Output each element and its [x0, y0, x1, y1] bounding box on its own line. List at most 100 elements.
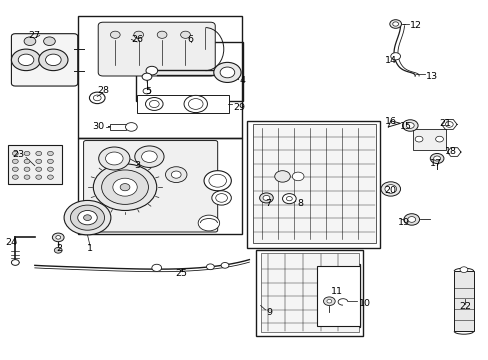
Text: 5: 5	[144, 86, 151, 95]
Text: 6: 6	[187, 35, 193, 44]
Text: 9: 9	[266, 308, 272, 317]
Circle shape	[142, 73, 152, 80]
Circle shape	[110, 31, 120, 39]
Text: 30: 30	[92, 122, 104, 131]
Bar	[110, 124, 125, 130]
Circle shape	[145, 98, 163, 111]
Text: 14: 14	[384, 57, 396, 66]
Circle shape	[152, 264, 161, 271]
Bar	[412, 129, 445, 149]
Bar	[246, 121, 379, 248]
Circle shape	[24, 167, 30, 171]
Text: 21: 21	[439, 119, 450, 128]
Circle shape	[459, 267, 467, 273]
Circle shape	[274, 171, 290, 182]
Text: 20: 20	[384, 186, 396, 195]
Bar	[136, 42, 242, 101]
Text: 29: 29	[233, 103, 245, 112]
Circle shape	[12, 159, 18, 163]
Circle shape	[135, 146, 163, 167]
Circle shape	[54, 247, 62, 253]
Circle shape	[213, 62, 241, 82]
Text: 28: 28	[97, 86, 109, 95]
Text: 27: 27	[28, 31, 40, 40]
Bar	[78, 138, 242, 234]
Text: 16: 16	[384, 117, 396, 126]
Circle shape	[11, 260, 19, 265]
Circle shape	[433, 156, 440, 161]
Circle shape	[52, 233, 64, 242]
Circle shape	[143, 88, 151, 94]
Circle shape	[70, 205, 104, 230]
Circle shape	[45, 54, 61, 66]
Circle shape	[183, 95, 207, 113]
Circle shape	[165, 167, 186, 183]
Circle shape	[215, 194, 227, 202]
Circle shape	[188, 99, 203, 109]
Circle shape	[429, 153, 443, 163]
Text: 18: 18	[445, 147, 456, 156]
Text: 12: 12	[409, 21, 422, 30]
Circle shape	[390, 53, 400, 60]
Circle shape	[105, 152, 123, 165]
Circle shape	[171, 171, 181, 178]
Circle shape	[407, 217, 415, 222]
Circle shape	[47, 151, 53, 156]
Text: 2: 2	[56, 244, 62, 253]
Circle shape	[149, 100, 159, 108]
Circle shape	[323, 297, 334, 306]
Circle shape	[384, 185, 396, 193]
Text: 19: 19	[397, 218, 409, 227]
Bar	[255, 250, 362, 336]
Text: 13: 13	[425, 72, 437, 81]
Circle shape	[78, 211, 97, 225]
FancyBboxPatch shape	[11, 34, 78, 86]
Circle shape	[282, 194, 296, 204]
Circle shape	[402, 120, 417, 131]
Circle shape	[208, 174, 226, 187]
Circle shape	[157, 31, 166, 39]
Bar	[78, 16, 242, 138]
Circle shape	[56, 235, 61, 239]
Circle shape	[259, 193, 273, 203]
Text: 25: 25	[175, 269, 187, 278]
Circle shape	[445, 122, 452, 127]
Text: 24: 24	[5, 238, 18, 247]
Circle shape	[12, 151, 18, 156]
Text: 11: 11	[330, 287, 343, 296]
Circle shape	[12, 175, 18, 179]
Circle shape	[102, 170, 148, 204]
Text: 15: 15	[400, 122, 411, 131]
Text: 23: 23	[13, 150, 25, 159]
Circle shape	[93, 164, 157, 211]
Circle shape	[24, 37, 36, 45]
Bar	[453, 271, 473, 331]
Circle shape	[380, 182, 400, 196]
FancyBboxPatch shape	[98, 22, 215, 76]
Bar	[137, 95, 228, 113]
Circle shape	[64, 201, 111, 235]
Text: 1: 1	[87, 244, 93, 253]
Circle shape	[203, 171, 231, 191]
Circle shape	[36, 175, 41, 179]
Circle shape	[24, 159, 30, 163]
Circle shape	[221, 262, 228, 268]
Circle shape	[146, 66, 158, 75]
Circle shape	[12, 167, 18, 171]
Circle shape	[113, 178, 137, 196]
Circle shape	[292, 172, 304, 181]
FancyBboxPatch shape	[83, 140, 217, 232]
Circle shape	[286, 197, 292, 201]
Circle shape	[36, 159, 41, 163]
Bar	[261, 253, 358, 332]
Circle shape	[180, 31, 190, 39]
Circle shape	[43, 37, 55, 45]
Circle shape	[24, 151, 30, 156]
Text: 10: 10	[358, 299, 370, 308]
Text: 22: 22	[458, 302, 470, 311]
Circle shape	[326, 300, 331, 303]
Circle shape	[403, 214, 419, 225]
Circle shape	[206, 264, 214, 270]
Circle shape	[406, 123, 413, 129]
Circle shape	[392, 22, 398, 26]
